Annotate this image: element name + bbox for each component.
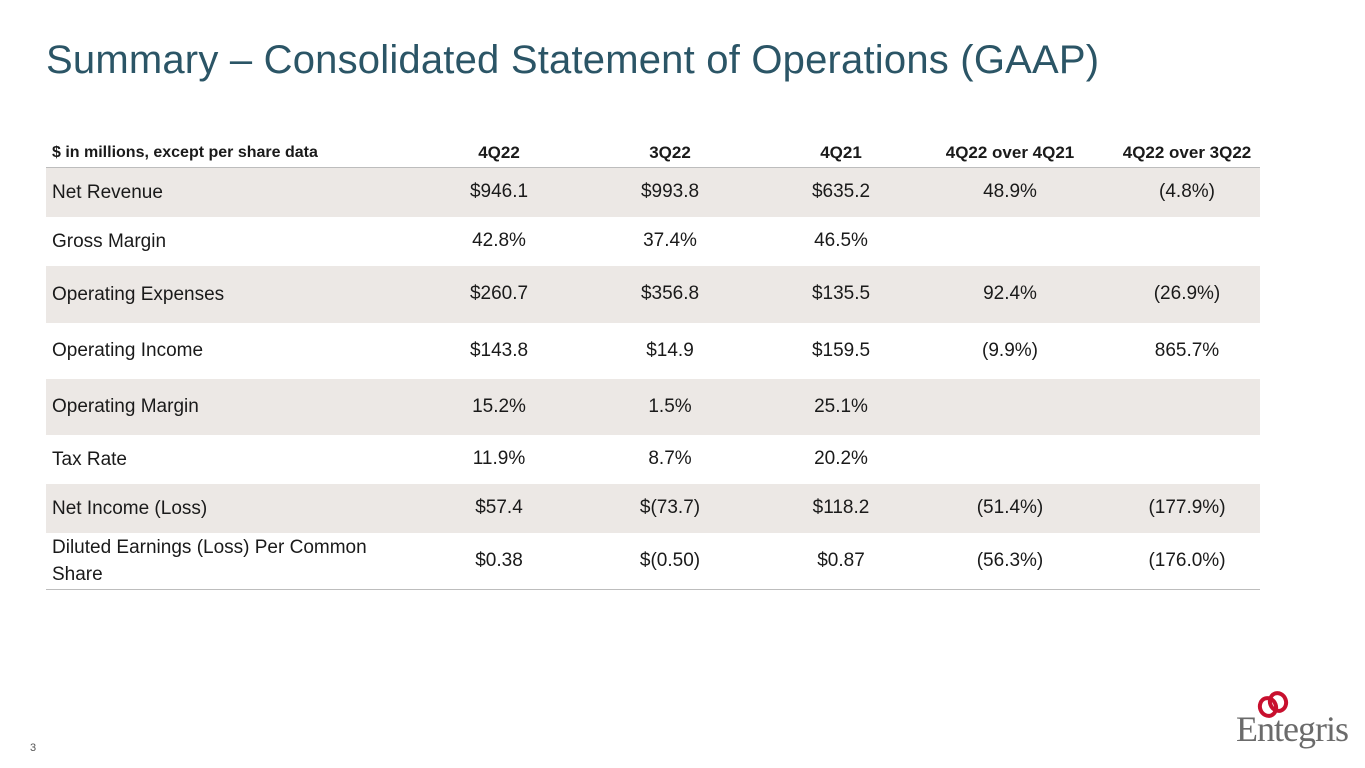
- cell-4q22: $0.38: [434, 532, 564, 590]
- cell-3q22: $(73.7): [564, 483, 776, 533]
- cell-3q22: $356.8: [564, 265, 776, 323]
- cell-4q22-over-3q22: (177.9%): [1114, 483, 1260, 533]
- cell-3q22: $14.9: [646, 339, 694, 361]
- cell-4q22-over-4q21: 48.9%: [906, 167, 1114, 217]
- cell-4q21: $135.5: [776, 265, 906, 323]
- table-header-row: $ in millions, except per share data 4Q2…: [46, 138, 1260, 168]
- cell-4q22-over-3q22: (26.9%): [1114, 265, 1260, 323]
- cell-4q21: 25.1%: [776, 378, 906, 435]
- cell-4q22-over-4q21: 92.4%: [906, 265, 1114, 323]
- row-label: Diluted Earnings (Loss) Per Common Share: [46, 532, 434, 590]
- cell-4q22-over-3q22: [1114, 435, 1260, 484]
- row-label: Operating Income: [52, 340, 204, 361]
- page-number: 3: [30, 742, 37, 754]
- cell-4q22-over-4q21: [906, 217, 1114, 266]
- cell-4q22: $260.7: [434, 265, 564, 323]
- row-label: Operating Expenses: [46, 265, 434, 323]
- cell-4q21: 20.2%: [814, 448, 868, 469]
- header-4q22: 4Q22: [434, 138, 564, 168]
- header-units: $ in millions, except per share data: [46, 138, 434, 168]
- cell-4q22-over-3q22: (4.8%): [1114, 167, 1260, 217]
- operations-summary-table: $ in millions, except per share data 4Q2…: [46, 138, 1260, 590]
- cell-4q22-over-4q21: (51.4%): [906, 483, 1114, 533]
- row-label: Net Income (Loss): [46, 483, 434, 533]
- cell-4q22: 15.2%: [434, 378, 564, 435]
- table-row-net-revenue: Net Revenue $946.1 $993.8 $635.2 48.9% (…: [46, 167, 1260, 217]
- cell-4q21: 46.5%: [814, 230, 868, 251]
- header-4q22-over-3q22: 4Q22 over 3Q22: [1114, 138, 1260, 168]
- cell-3q22: 37.4%: [643, 230, 697, 251]
- cell-4q22-over-3q22: [1114, 217, 1260, 266]
- row-label: Gross Margin: [52, 230, 167, 252]
- cell-4q22-over-4q21: (9.9%): [982, 339, 1038, 361]
- cell-4q22-over-3q22: (176.0%): [1114, 532, 1260, 590]
- cell-4q22-over-3q22: 865.7%: [1154, 339, 1220, 361]
- table-row-diluted-eps: Diluted Earnings (Loss) Per Common Share…: [46, 532, 1260, 590]
- cell-3q22: $(0.50): [564, 532, 776, 590]
- table-row-operating-expenses: Operating Expenses $260.7 $356.8 $135.5 …: [46, 265, 1260, 323]
- header-4q22-over-4q21: 4Q22 over 4Q21: [906, 138, 1114, 168]
- table-row-operating-margin: Operating Margin 15.2% 1.5% 25.1%: [46, 378, 1260, 435]
- cell-4q21: $635.2: [776, 167, 906, 217]
- header-4q21: 4Q21: [776, 138, 906, 168]
- table-row-tax-rate: Tax Rate 11.9% 8.7% 20.2%: [46, 435, 1260, 484]
- slide-title: Summary – Consolidated Statement of Oper…: [46, 38, 1100, 82]
- cell-4q22: $57.4: [434, 483, 564, 533]
- cell-4q21: $0.87: [776, 532, 906, 590]
- cell-4q22-over-3q22: [1114, 378, 1260, 435]
- cell-4q21: $159.5: [811, 339, 871, 361]
- entegris-logo-icon: [1257, 691, 1289, 718]
- row-label: Net Revenue: [46, 167, 434, 217]
- cell-4q22-over-4q21: (56.3%): [906, 532, 1114, 590]
- cell-4q22-over-4q21: [906, 435, 1114, 484]
- cell-4q22: 11.9%: [472, 448, 526, 469]
- cell-3q22: 8.7%: [648, 448, 692, 469]
- header-3q22: 3Q22: [564, 138, 776, 168]
- cell-3q22: $993.8: [564, 167, 776, 217]
- cell-4q22-over-4q21: [906, 378, 1114, 435]
- entegris-logo-text: Entegris: [1236, 709, 1349, 749]
- cell-4q22: $143.8: [469, 339, 529, 361]
- table-row-net-income: Net Income (Loss) $57.4 $(73.7) $118.2 (…: [46, 483, 1260, 533]
- cell-4q22: $946.1: [434, 167, 564, 217]
- row-label: Operating Margin: [46, 378, 434, 435]
- cell-3q22: 1.5%: [564, 378, 776, 435]
- row-label: Tax Rate: [52, 448, 127, 470]
- table-row-operating-income: Operating Income $143.8 $14.9 $159.5 (9.…: [46, 323, 1260, 379]
- table-row-gross-margin: Gross Margin 42.8% 37.4% 46.5%: [46, 217, 1260, 266]
- cell-4q22: 42.8%: [472, 230, 526, 251]
- cell-4q21: $118.2: [776, 483, 906, 533]
